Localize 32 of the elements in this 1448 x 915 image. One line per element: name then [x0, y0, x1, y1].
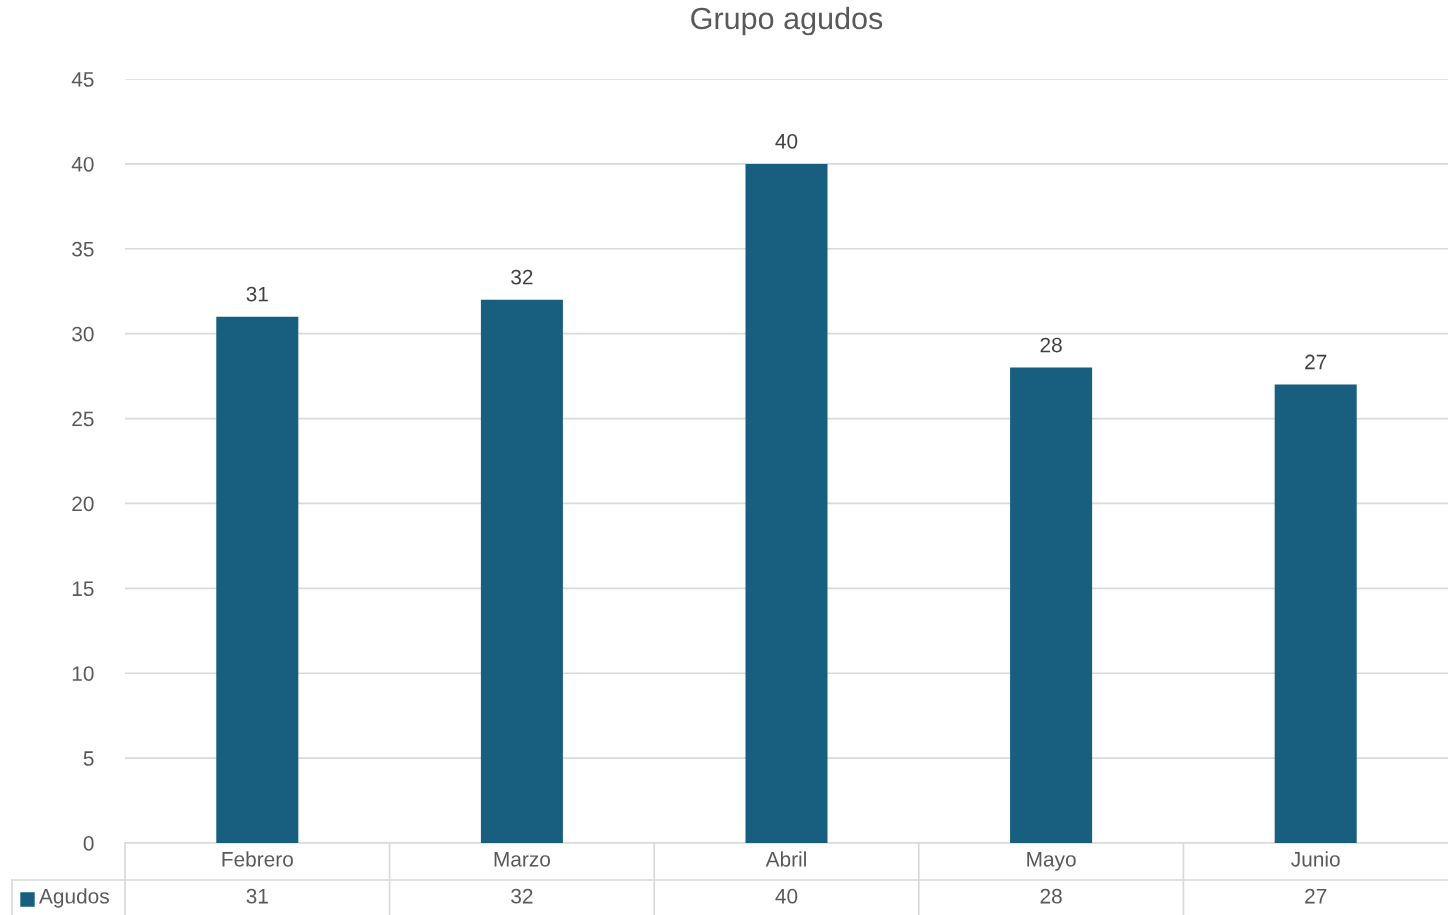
data-label: 28	[1040, 337, 1062, 353]
y-tick-label: 5	[83, 751, 94, 766]
text: 31	[246, 888, 268, 904]
text: 27	[1305, 888, 1327, 904]
y-tick-label: 35	[72, 241, 94, 257]
data-label: 40	[775, 133, 798, 149]
data-label: 31	[246, 286, 268, 302]
y-tick-label: 10	[72, 666, 94, 681]
bar	[1010, 367, 1093, 843]
bar	[1274, 384, 1357, 843]
bar	[745, 163, 828, 843]
data-label: 32	[511, 269, 533, 285]
x-tick-label: Febrero	[222, 851, 293, 867]
x-tick-label: Abril	[765, 851, 806, 867]
y-tick-label: 0	[83, 836, 94, 851]
text: 40	[775, 888, 798, 904]
y-tick-label: 25	[72, 411, 94, 427]
x-tick-label: Marzo	[494, 852, 550, 867]
x-tick-label: Mayo	[1027, 852, 1076, 871]
text: 32	[511, 888, 533, 904]
chart-title: Grupo agudos	[691, 6, 883, 36]
bar	[216, 316, 299, 843]
y-tick-label: 30	[72, 326, 94, 342]
x-tick-label: Junio	[1291, 851, 1340, 867]
y-tick-label: 20	[72, 496, 94, 512]
data-label: 27	[1305, 354, 1327, 370]
bar	[480, 299, 563, 843]
y-tick-label: 45	[71, 72, 94, 87]
y-tick-label: 40	[71, 156, 94, 172]
text: 28	[1040, 888, 1062, 904]
legend-label: Agudos	[39, 888, 109, 908]
y-tick-label: 15	[72, 581, 94, 597]
